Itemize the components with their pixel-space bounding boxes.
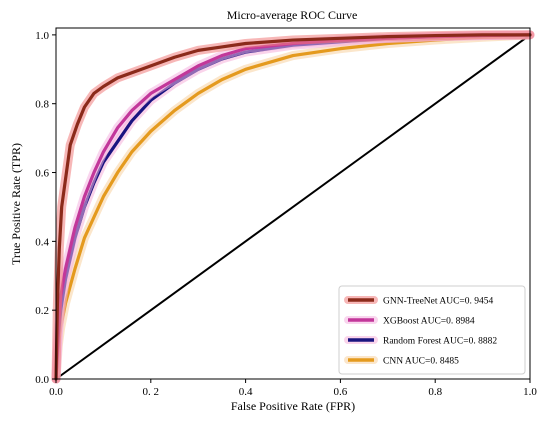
y-axis-ticks: 0.0 0.2 0.4 0.6 0.8 1.0 — [35, 30, 56, 386]
series-1-line — [54, 33, 532, 381]
y-axis-title: True Positive Rate (TPR) — [9, 143, 23, 265]
y-tick-label: 0.2 — [35, 305, 49, 317]
x-tick-label: 0. 2 — [143, 386, 160, 398]
series-4-group — [51, 30, 535, 384]
y-tick-label: 0.8 — [35, 99, 49, 111]
plot-frame — [55, 27, 531, 380]
x-tick-label: 0.6 — [334, 386, 348, 398]
legend-items: GNN-TreeNet AUC=0. 9454 XGBoost AUC=0. 89… — [344, 296, 497, 367]
legend-entry-2: XGBoost AUC=0. 8984 — [344, 316, 475, 327]
x-tick-label: 0.4 — [239, 386, 253, 398]
diagonal-reference-line — [55, 34, 531, 380]
legend-entry-4: CNN AUC=0. 8485 — [344, 356, 459, 367]
x-axis-ticks: 0.0 0. 2 0.4 0.6 0.8 1.0 — [49, 379, 537, 398]
legend-entry-3: Random Forest AUC=0. 8882 — [344, 336, 497, 347]
plot-content — [51, 30, 535, 384]
series-4-line — [54, 33, 532, 381]
legend-entry-1-label: GNN-TreeNet AUC=0. 9454 — [383, 297, 494, 307]
x-tick-label: 0.0 — [49, 386, 63, 398]
legend-entry-1: GNN-TreeNet AUC=0. 9454 — [344, 296, 494, 307]
legend-entry-3-label: Random Forest AUC=0. 8882 — [383, 337, 497, 347]
y-tick-label: 0.6 — [35, 168, 49, 180]
series-1-group — [51, 30, 535, 384]
x-tick-label: 0.8 — [428, 386, 442, 398]
legend: GNN-TreeNet AUC=0. 9454 XGBoost AUC=0. 89… — [338, 285, 526, 375]
chart-title: Micro-average ROC Curve — [227, 8, 358, 22]
legend-entry-2-label: XGBoost AUC=0. 8984 — [383, 317, 475, 327]
legend-entry-4-label: CNN AUC=0. 8485 — [383, 357, 459, 367]
y-tick-label: 0.0 — [35, 374, 49, 386]
y-tick-label: 0.4 — [35, 236, 49, 248]
y-tick-label: 1.0 — [35, 30, 49, 42]
x-tick-label: 1.0 — [523, 386, 537, 398]
legend-box — [338, 285, 526, 375]
x-axis-title: False Positive Rate (FPR) — [231, 399, 355, 413]
